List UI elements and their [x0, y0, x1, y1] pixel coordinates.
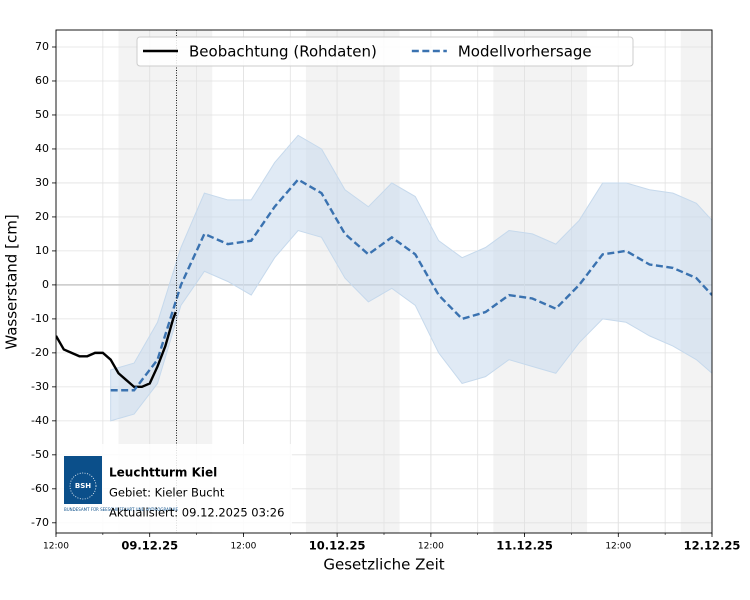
- y-tick-label: 50: [35, 108, 49, 121]
- y-tick-label: -70: [31, 516, 49, 529]
- x-tick-label: 10.12.25: [309, 539, 366, 553]
- forecast-band: [110, 134, 712, 422]
- x-axis-label: Gesetzliche Zeit: [323, 556, 444, 574]
- y-tick-label: 40: [35, 142, 49, 155]
- series-line: [56, 311, 177, 389]
- x-tick-label: 12:00: [230, 542, 256, 552]
- y-tick-label: -20: [31, 346, 49, 359]
- info-station: Leuchtturm Kiel: [109, 466, 217, 480]
- info-box: BSH BUNDESAMT FÜR SEESCHIFFFAHRT UND HYDR…: [57, 444, 292, 532]
- logo-text: BSH: [75, 482, 91, 490]
- x-tick-label: 12:00: [418, 542, 444, 552]
- logo-caption: BUNDESAMT FÜR SEESCHIFFFAHRT UND HYDROGR…: [64, 507, 178, 512]
- y-axis-label: Wasserstand [cm]: [3, 214, 21, 349]
- y-tick-label: 0: [42, 278, 49, 291]
- y-tick-label: -50: [31, 448, 49, 461]
- plot-frame: [55, 29, 713, 534]
- y-tick-label: -10: [31, 312, 49, 325]
- logo: [64, 456, 102, 504]
- x-tick-label: 12:00: [43, 542, 69, 552]
- legend-box: [136, 36, 634, 67]
- y-tick-label: 60: [35, 74, 49, 87]
- info-updated: Aktualisiert: 09.12.2025 03:26: [109, 506, 284, 520]
- x-tick-label: 09.12.25: [121, 539, 178, 553]
- x-tick-label: 11.12.25: [496, 539, 553, 553]
- y-tick-label: -30: [31, 380, 49, 393]
- y-tick-label: -40: [31, 414, 49, 427]
- legend: Beobachtung (Rohdaten) Modellvorhersage: [136, 36, 634, 67]
- plot-area: [56, 30, 712, 533]
- x-tick-label: 12.12.25: [684, 539, 741, 553]
- legend-label: Modellvorhersage: [458, 43, 592, 61]
- y-tick-label: -60: [31, 482, 49, 495]
- y-tick-label: 70: [35, 40, 49, 53]
- y-tick-label: 30: [35, 176, 49, 189]
- y-tick-label: 20: [35, 210, 49, 223]
- legend-label: Beobachtung (Rohdaten): [189, 43, 377, 61]
- logo-ring: [69, 472, 97, 500]
- x-tick-label: 12:00: [605, 542, 631, 552]
- y-tick-label: 10: [35, 244, 49, 257]
- info-area: Gebiet: Kieler Bucht: [109, 486, 225, 500]
- series-line: [110, 178, 712, 392]
